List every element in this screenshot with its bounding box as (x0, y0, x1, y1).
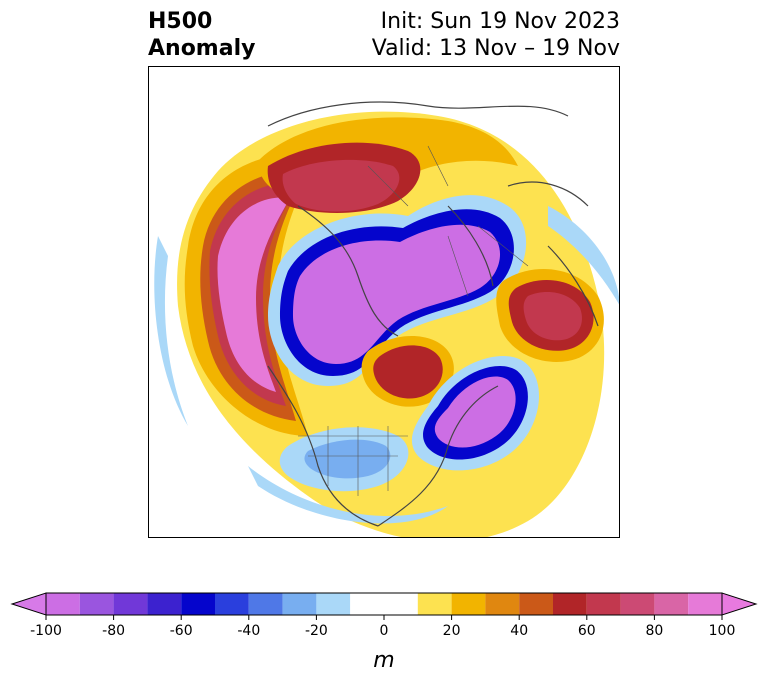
colorbar-segment (181, 593, 215, 615)
colorbar-segment (215, 593, 249, 615)
outer-ring-negative-south (248, 466, 448, 524)
central-ridge (361, 336, 454, 407)
coastlines (267, 101, 599, 527)
title-right: Init: Sun 19 Nov 2023 Valid: 13 Nov – 19… (372, 8, 620, 62)
colorbar-tick-label: 100 (709, 623, 736, 639)
atlantic-trough (411, 356, 540, 471)
colorbar-tick-label: -100 (30, 623, 62, 639)
colorbar-boxes (10, 592, 758, 616)
arctic-ridge (258, 117, 518, 213)
outer-ring-negative (154, 236, 188, 426)
colorbar-segment (147, 593, 182, 615)
init-time: Init: Sun 19 Nov 2023 (380, 9, 620, 34)
colorbar: -100 -80 -60 -40 -20 0 20 40 60 80 100 m (10, 592, 758, 673)
colorbar-segment (113, 593, 148, 615)
colorbar-unit: m (373, 648, 394, 673)
colorbar-tick-label: 20 (443, 623, 461, 639)
colorbar-segment (282, 593, 317, 615)
colorbar-segment (417, 593, 452, 615)
anomaly-map (148, 66, 620, 538)
colorbar-segment (451, 593, 486, 615)
colorbar-segment (350, 593, 418, 615)
colorbar-segment (79, 593, 114, 615)
valid-period: Valid: 13 Nov – 19 Nov (371, 36, 620, 61)
colorbar-segment (485, 593, 520, 615)
colorbar-segment (248, 593, 283, 615)
colorbar-under-arrow (10, 592, 47, 616)
colorbar-segment (586, 593, 621, 615)
colorbar-segment (46, 593, 80, 615)
outer-ring-negative-east (548, 206, 620, 306)
colorbar-segment (654, 593, 689, 615)
colorbar-tick-label: -60 (170, 623, 193, 639)
colorbar-tick-label: 80 (645, 623, 663, 639)
colorbar-segment (553, 593, 587, 615)
colorbar-segment (688, 593, 722, 615)
colorbar-tick-label: -40 (237, 623, 260, 639)
title-kind: Anomaly (148, 36, 256, 61)
greenland-ridge (496, 269, 604, 362)
title-left: H500 Anomaly (148, 8, 255, 62)
colorbar-segment (316, 593, 351, 615)
title-field: H500 (148, 9, 213, 34)
pacific-ridge (184, 154, 318, 436)
colorbar-tick-label: -80 (102, 623, 125, 639)
country-borders (298, 145, 529, 496)
southwest-negative (279, 427, 409, 492)
colorbar-tick-label: 60 (578, 623, 596, 639)
colorbar-tick-label: 40 (510, 623, 528, 639)
canada-trough (268, 195, 527, 386)
colorbar-tick-label: -20 (305, 623, 328, 639)
colorbar-ticks: -100 -80 -60 -40 -20 0 20 40 60 80 100 (30, 615, 735, 639)
colorbar-over-arrow (721, 592, 758, 616)
colorbar-segment (620, 593, 655, 615)
colorbar-tick-label: 0 (380, 623, 389, 639)
colorbar-segment (519, 593, 553, 615)
